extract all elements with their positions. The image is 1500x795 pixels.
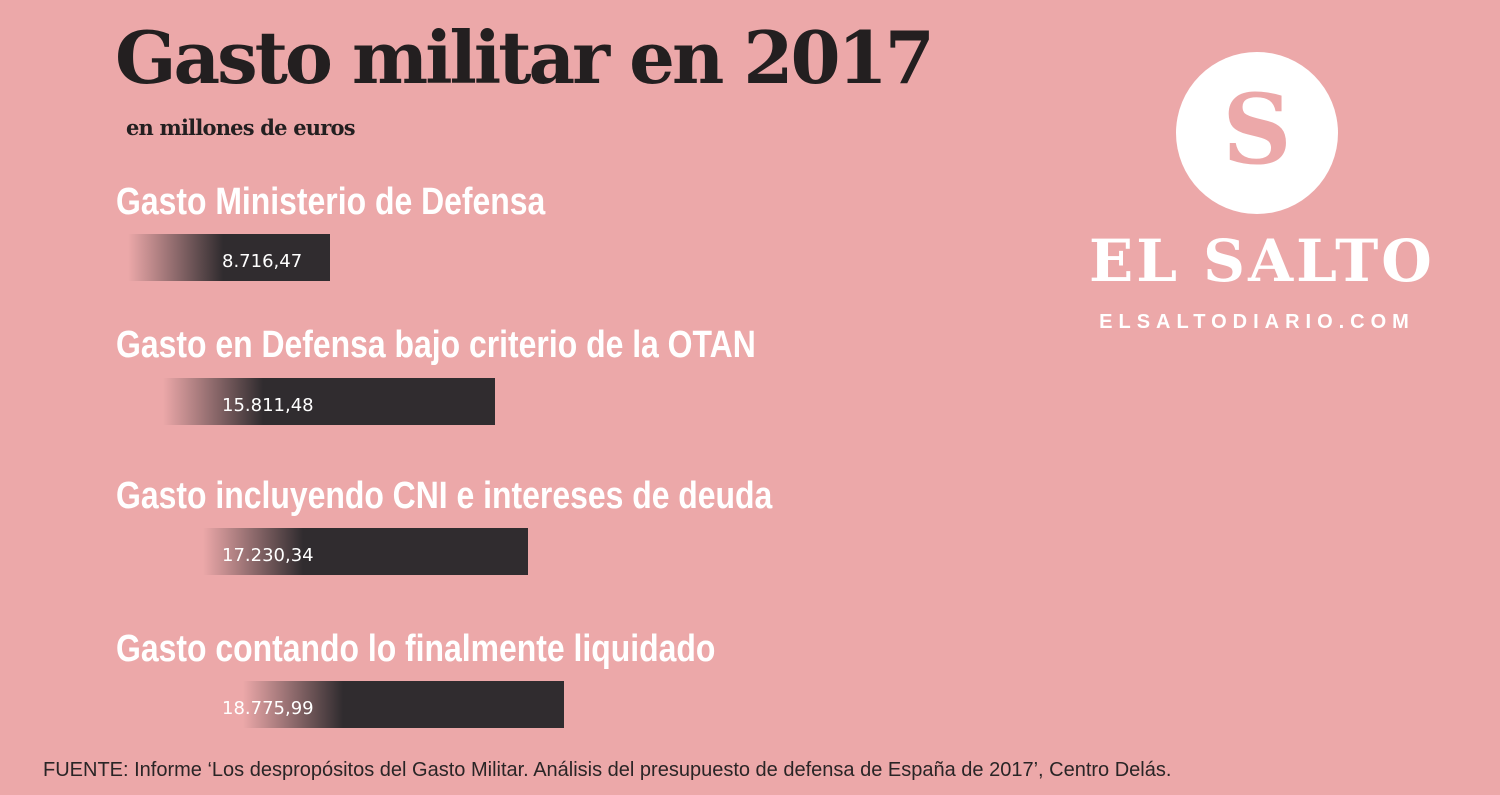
bar bbox=[128, 681, 564, 728]
bar-value-label: 15.811,48 bbox=[222, 395, 314, 416]
category-label: Gasto incluyendo CNI e intereses de deud… bbox=[116, 475, 773, 517]
logo-circle-icon: S bbox=[1176, 52, 1338, 214]
bar-value-label: 17.230,34 bbox=[222, 545, 314, 566]
category-label: Gasto Ministerio de Defensa bbox=[116, 181, 546, 223]
bar bbox=[128, 378, 495, 425]
bar bbox=[128, 234, 331, 281]
bar-value-label: 18.775,99 bbox=[222, 698, 314, 719]
bar bbox=[128, 528, 528, 575]
chart-title: Gasto militar en 2017 bbox=[115, 15, 935, 100]
chart-subtitle: en millones de euros bbox=[126, 115, 356, 140]
brand-name: EL SALTO bbox=[1089, 227, 1435, 295]
category-label: Gasto contando lo finalmente liquidado bbox=[116, 628, 716, 670]
bar-value-label: 8.716,47 bbox=[222, 251, 303, 272]
category-label: Gasto en Defensa bajo criterio de la OTA… bbox=[116, 324, 756, 366]
brand-url: ELSALTODIARIO.COM bbox=[1099, 311, 1415, 333]
source-note: FUENTE: Informe ‘Los despropósitos del G… bbox=[43, 759, 1172, 781]
logo-letter: S bbox=[1222, 73, 1292, 186]
